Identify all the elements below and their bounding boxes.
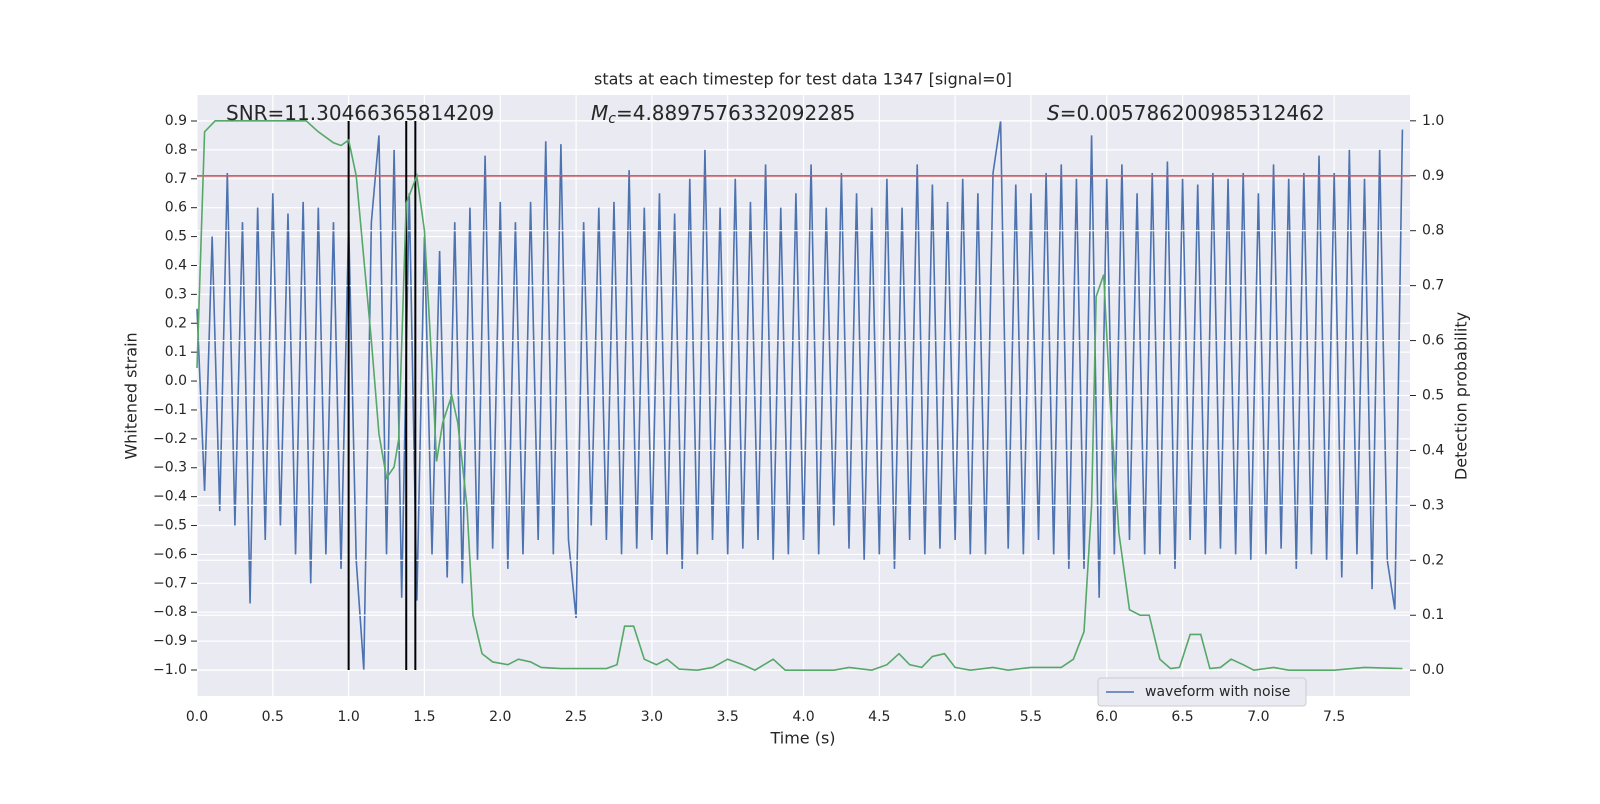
y-tick-label: 0.7 bbox=[165, 171, 187, 187]
y-tick-label: −0.9 bbox=[153, 633, 187, 649]
annotation-subscript: c bbox=[608, 111, 616, 127]
x-tick-label: 4.0 bbox=[792, 709, 814, 725]
x-tick-label: 3.5 bbox=[717, 709, 739, 725]
y-tick-label: −0.3 bbox=[153, 460, 187, 476]
y2-tick-label: 0.4 bbox=[1422, 442, 1444, 458]
y2-tick-label: 0.5 bbox=[1422, 388, 1444, 404]
x-tick-label: 7.0 bbox=[1247, 709, 1269, 725]
annotation: S=0.005786200985312462 bbox=[1047, 101, 1325, 125]
x-tick-label: 0.0 bbox=[186, 709, 208, 725]
annotation-symbol: M bbox=[591, 101, 608, 125]
x-tick-label: 2.0 bbox=[489, 709, 511, 725]
x-tick-label: 5.5 bbox=[1020, 709, 1042, 725]
y2-tick-label: 0.2 bbox=[1422, 552, 1444, 568]
y2-tick-label: 0.1 bbox=[1422, 607, 1444, 623]
y-tick-label: −0.6 bbox=[153, 546, 187, 562]
y-tick-label: 0.0 bbox=[165, 373, 187, 389]
y-tick-label: 0.2 bbox=[165, 315, 187, 331]
y-tick-label: 0.4 bbox=[165, 257, 187, 273]
x-tick-label: 3.0 bbox=[641, 709, 663, 725]
y-tick-label: −0.4 bbox=[153, 489, 187, 505]
x-tick-label: 0.5 bbox=[262, 709, 284, 725]
y-tick-label: 0.5 bbox=[165, 229, 187, 245]
y-tick-label: 0.9 bbox=[165, 113, 187, 129]
x-tick-label: 5.0 bbox=[944, 709, 966, 725]
x-tick-label: 2.5 bbox=[565, 709, 587, 725]
y2-tick-label: 0.0 bbox=[1422, 662, 1444, 678]
x-tick-label: 7.5 bbox=[1323, 709, 1345, 725]
x-tick-label: 4.5 bbox=[868, 709, 890, 725]
x-tick-label: 6.5 bbox=[1171, 709, 1193, 725]
annotation-text: SNR=11.30466365814209 bbox=[226, 101, 494, 125]
legend-label: waveform with noise bbox=[1145, 684, 1290, 700]
y-tick-label: −1.0 bbox=[153, 662, 187, 678]
legend-box bbox=[1097, 677, 1307, 707]
annotation-symbol: S bbox=[1047, 101, 1060, 125]
y2-tick-label: 0.8 bbox=[1422, 223, 1444, 239]
annotation: SNR=11.30466365814209 bbox=[226, 101, 494, 125]
y2-tick-label: 1.0 bbox=[1422, 113, 1444, 129]
y-axis-label: Whitened strain bbox=[122, 332, 141, 459]
chart-title: stats at each timestep for test data 134… bbox=[594, 70, 1012, 89]
y2-tick-label: 0.7 bbox=[1422, 278, 1444, 294]
x-axis-label: Time (s) bbox=[769, 729, 835, 748]
y2-tick-label: 0.3 bbox=[1422, 497, 1444, 513]
y2-axis-label: Detection probability bbox=[1452, 312, 1471, 480]
line-series bbox=[196, 120, 1403, 672]
x-tick-label: 1.0 bbox=[337, 709, 359, 725]
y-tick-label: 0.6 bbox=[165, 200, 187, 216]
y-tick-label: −0.8 bbox=[153, 604, 187, 620]
y-tick-label: 0.1 bbox=[165, 344, 187, 360]
annotation: Mc=4.8897576332092285 bbox=[591, 101, 855, 128]
y-tick-label: −0.1 bbox=[153, 402, 187, 418]
y2-tick-label: 0.9 bbox=[1422, 168, 1444, 184]
y-tick-label: −0.7 bbox=[153, 575, 187, 591]
y-tick-label: −0.5 bbox=[153, 518, 187, 534]
line-series bbox=[196, 120, 1404, 671]
x-tick-label: 1.5 bbox=[413, 709, 435, 725]
y-tick-label: −0.2 bbox=[153, 431, 187, 447]
x-tick-label: 6.0 bbox=[1096, 709, 1118, 725]
annotation-text: =0.005786200985312462 bbox=[1060, 101, 1325, 125]
annotation-text: =4.8897576332092285 bbox=[616, 101, 855, 125]
y-tick-label: 0.3 bbox=[165, 286, 187, 302]
y2-tick-label: 0.6 bbox=[1422, 333, 1444, 349]
y-tick-label: 0.8 bbox=[165, 142, 187, 158]
